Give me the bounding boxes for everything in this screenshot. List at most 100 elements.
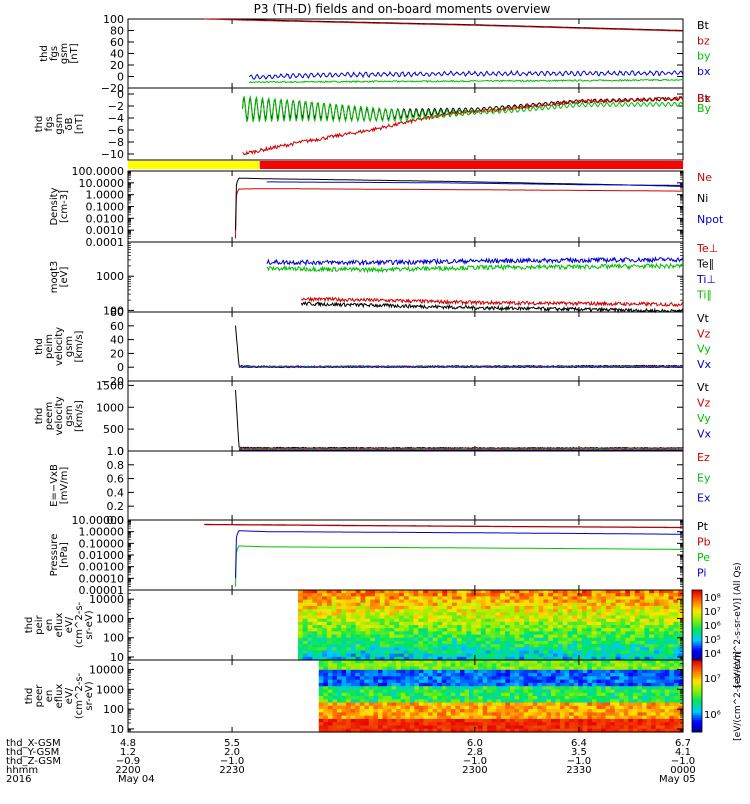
y-tick-label: 500: [103, 423, 124, 436]
y-tick-label: 10000: [89, 663, 124, 676]
legend-label: Bt: [697, 19, 710, 32]
y-tick-label: 1.00000: [79, 526, 125, 539]
series-ti-line: [267, 258, 683, 265]
series-ni-line: [236, 178, 684, 230]
legend-label: Vx: [697, 428, 712, 441]
date-start-label: May 04: [118, 774, 155, 785]
legend-label: Ey: [697, 471, 711, 484]
colorbar-tick-label: 10⁷: [704, 674, 721, 685]
y-tick-label: 80: [110, 306, 124, 319]
spectrogram: [298, 590, 684, 661]
y-tick-label: 0.4: [107, 486, 125, 499]
y-tick-label: 1.0000: [86, 189, 125, 202]
y-tick-label: −2: [108, 100, 124, 113]
legend-label: Ni: [697, 192, 708, 205]
legend-label: by: [697, 50, 711, 63]
state-bar-yellow: [128, 161, 260, 169]
series-vz-line: [239, 448, 683, 449]
y-tick-label: 80: [110, 25, 124, 38]
y-axis-label: Pressure[nPa]: [49, 534, 70, 577]
series-by-line: [249, 79, 683, 83]
y-tick-label: −6: [108, 124, 124, 137]
y-tick-label: −4: [108, 112, 124, 125]
date-end-label: May 05: [659, 774, 696, 785]
y-tick-label: 100.0000: [72, 165, 125, 178]
panel-frame: [128, 19, 683, 88]
y-tick-label: 40: [110, 48, 124, 61]
y-tick-label: 0: [117, 361, 124, 374]
panel-8: 0.000010.000100.001000.010000.100001.000…: [49, 514, 711, 597]
y-tick-label: 1500: [96, 379, 124, 392]
axis-row-label: 2016: [6, 774, 31, 785]
y-axis-label-line: [mV/m]: [59, 467, 70, 505]
time-axis: thd_X-GSMthd_Y-GSMthd_Z-GSMhhmm20164.81.…: [6, 738, 696, 785]
y-axis-label-line: [cm-3]: [59, 190, 70, 223]
series-npot-line: [267, 182, 683, 186]
y-axis-label-line: [km/s]: [74, 330, 85, 362]
colorbar-title: [eV/(cm^2-s-sr-eV)]: [733, 651, 743, 741]
series-pi-line: [236, 531, 684, 579]
y-tick-label: 1000: [96, 612, 124, 625]
colorbar-tick-label: 10⁵: [704, 635, 721, 646]
panel-frame: [128, 520, 683, 590]
y-axis-label-line: sr-eV): [84, 681, 95, 710]
legend-label: Vt: [697, 312, 710, 325]
series-bz-line: [204, 19, 683, 31]
legend-label: Pt: [697, 520, 709, 533]
colorbar-title-text: [eV/(cm^2-s-sr-eV)]: [733, 651, 743, 741]
legend-label: Npot: [697, 213, 724, 226]
y-tick-label: 0.0100: [86, 212, 125, 225]
legend-label: Te∥: [696, 258, 714, 271]
legend-label: Vt: [697, 381, 710, 394]
legend-label: Vy: [697, 412, 711, 425]
legend-label: By: [697, 102, 712, 115]
panel-frame: [128, 381, 683, 451]
y-tick-label: 100: [103, 13, 124, 26]
colorbar-tick-label: 10⁶: [704, 621, 721, 632]
series-vt-line: [236, 390, 684, 449]
y-tick-label: 0.2: [107, 500, 125, 513]
panel-frame: [128, 171, 683, 242]
y-tick-label: 100: [103, 632, 124, 645]
y-tick-label: 0.0010: [86, 224, 125, 237]
legend-label: Ti⊥: [696, 273, 716, 286]
legend-label: Vx: [697, 358, 712, 371]
y-tick-label: 1.0: [107, 445, 125, 458]
time-tick-label: 2300: [462, 765, 487, 776]
colorbar-tick-label: 10⁴: [704, 649, 721, 660]
y-tick-label: 1000: [96, 270, 124, 283]
legend-label: Pe: [697, 551, 710, 564]
y-tick-label: 100: [103, 703, 124, 716]
series-pe-line: [236, 546, 684, 587]
spectrogram: [319, 660, 684, 733]
y-tick-label: 60: [110, 36, 124, 49]
y-axis-label: Density[cm-3]: [49, 187, 70, 225]
y-tick-label: 0.10000: [79, 537, 125, 550]
series-ti-line: [267, 264, 683, 272]
y-tick-label: 1000: [96, 401, 124, 414]
y-axis-label: E=−VxB[mV/m]: [49, 464, 70, 507]
y-tick-label: −8: [108, 136, 124, 149]
y-tick-label: 0: [117, 71, 124, 84]
y-tick-label: 10.0000: [79, 177, 125, 190]
series-ne-line: [236, 189, 684, 239]
y-tick-label: 10: [110, 651, 124, 664]
panel-3: 0.00010.00100.01000.10001.000010.0000100…: [49, 165, 724, 249]
state-bar-red: [260, 161, 683, 169]
legend-label: Pi: [697, 567, 706, 580]
y-axis-label-line: [eV]: [59, 267, 70, 288]
y-tick-label: 0.8: [107, 459, 125, 472]
legend-label: Ez: [697, 451, 710, 464]
legend-label: Ti∥: [696, 289, 712, 302]
